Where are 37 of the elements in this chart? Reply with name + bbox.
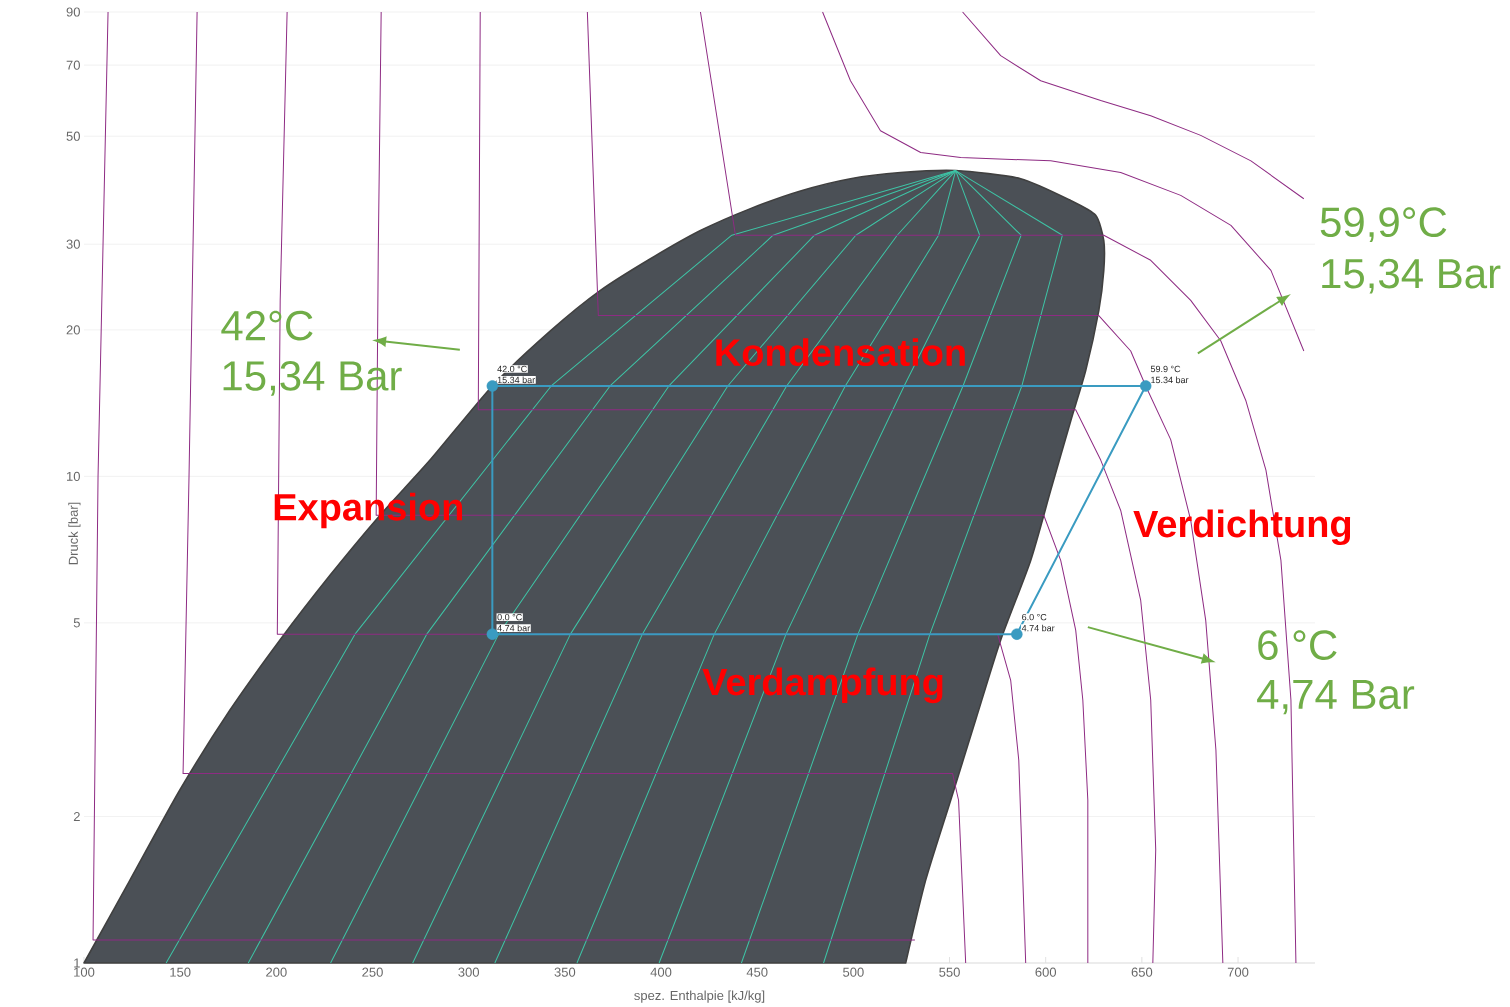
x-tick-label: 150 [170, 967, 191, 977]
y-tick-label: 1 [74, 958, 80, 968]
annotation: 4.74 bar [1021, 624, 1055, 632]
y-tick-label: 70 [66, 60, 80, 70]
y-tick-label: 30 [66, 239, 80, 249]
x-tick-label: 350 [554, 967, 576, 977]
y-tick-label: 5 [73, 618, 80, 628]
y-tick-label: 20 [66, 325, 80, 335]
text: 15,34 Bar [1322, 258, 1501, 294]
annotation: 42.0 °C [497, 365, 527, 373]
text: 59,9°C [1320, 207, 1447, 243]
annotation: 6 °C [1258, 630, 1337, 660]
y-tick-label: 10 [67, 471, 80, 481]
x-tick-label: 100 [74, 967, 95, 977]
annotation: Verdampfung [702, 667, 943, 704]
x-tick-label: 500 [843, 967, 864, 977]
y-tick-label: 90 [66, 7, 80, 17]
x-axis-title: spez. Enthalpie [kJ/kg] [634, 990, 765, 1003]
x-tick-label: 250 [362, 967, 383, 977]
annotation: 15.34 bar [497, 376, 536, 384]
x-tick-label: 200 [266, 967, 287, 977]
x-tick-label: 650 [1131, 967, 1153, 977]
annotation: 15.34 bar [1151, 376, 1189, 384]
annotation: 6.0 °C [1022, 613, 1047, 621]
x-tick-label: 450 [746, 967, 768, 977]
x-tick-label: 600 [1035, 967, 1057, 977]
annotation: 0.0 °C [497, 613, 522, 621]
x-tick-label: 700 [1227, 967, 1249, 977]
y-tick-label: 2 [73, 811, 80, 822]
x-tick-label: 550 [939, 967, 960, 977]
x-tick-label: 300 [458, 967, 480, 977]
annotation: 4.74 bar [497, 624, 531, 632]
y-axis-title: Druck [bar] [68, 502, 81, 565]
y-tick-label: 50 [66, 131, 80, 141]
annotation: Kondensation [716, 338, 965, 367]
annotation: 59.9 °C [1150, 365, 1181, 373]
x-tick-label: 400 [650, 967, 672, 977]
